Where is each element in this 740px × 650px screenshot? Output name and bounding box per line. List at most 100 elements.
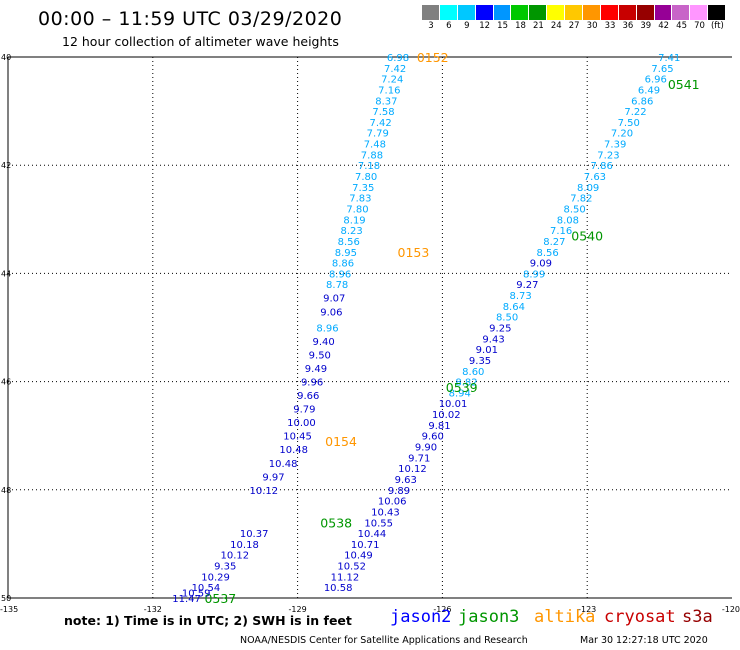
wave-height-value: 9.90 [415,443,437,454]
wave-height-value: 8.19 [343,215,365,226]
wave-height-value: 9.96 [301,378,323,389]
scale-swatch [600,5,619,20]
wave-height-value: 9.01 [476,345,498,356]
scale-swatch [636,5,655,20]
wave-height-value: 9.40 [313,337,335,348]
wave-height-value: 9.63 [395,475,417,486]
wave-height-value: 7.65 [651,64,673,75]
wave-height-value: 7.20 [611,129,633,140]
pass-time-label: 0538 [320,515,352,530]
wave-height-value: 6.86 [631,96,653,107]
scale-label: 36 [622,21,634,31]
legend-jason3: jason3 [458,607,520,627]
wave-height-value: 10.45 [283,432,312,443]
wave-height-value: 7.16 [550,226,572,237]
wave-height-value: 9.81 [428,421,450,432]
wave-height-value: 9.66 [297,391,319,402]
pass-time-label: 0154 [325,434,357,449]
scale-swatch [690,5,709,20]
pass-time-label: 0152 [417,50,449,65]
wave-height-value: 9.43 [482,334,504,345]
wave-height-value: 7.35 [352,183,374,194]
wave-height-value: 9.79 [293,405,315,416]
wave-height-value: 9.07 [323,294,345,305]
wave-height-value: 8.95 [335,248,357,259]
scale-label: 12 [479,21,491,31]
wave-height-value: 6.49 [638,85,660,96]
lat-label: 40 [1,53,11,62]
wave-height-value: 10.54 [192,583,221,594]
wave-height-value: 8.27 [543,237,565,248]
scale-label: 45 [676,21,688,31]
wave-height-value: 10.12 [398,464,427,475]
legend-jason2: jason2 [390,607,452,627]
wave-height-value: 10.44 [358,529,387,540]
scale-swatch [672,5,691,20]
lat-label: 46 [1,378,11,387]
wave-height-value: 8.99 [523,269,545,280]
scale-swatch [457,5,476,20]
wave-height-value: 7.50 [618,118,640,129]
scale-label: 24 [550,21,562,31]
wave-height-value: 7.48 [364,140,386,151]
pass-time-label: 0537 [204,591,236,606]
wave-height-value: 9.89 [388,486,410,497]
wave-height-value: 8.56 [536,248,558,259]
wave-height-value: 7.42 [384,64,406,75]
wave-height-value: 7.41 [658,53,680,64]
wave-height-value: 10.55 [364,518,393,529]
wave-height-value: 11.47 [172,594,201,605]
wave-height-value: 7.23 [597,150,619,161]
wave-height-value: 9.50 [309,351,331,362]
scale-swatch [475,5,494,20]
wave-height-value: 11.12 [331,572,360,583]
wave-height-value: 8.09 [577,183,599,194]
wave-height-value: 7.39 [604,140,626,151]
scale-swatch [583,5,601,20]
scale-swatch [422,5,440,20]
wave-height-value: 7.88 [361,150,383,161]
lon-label: -126 [433,605,451,614]
legend-s3a: s3a [682,607,713,627]
lat-label: 44 [1,269,11,278]
wave-height-value: 8.50 [496,313,518,324]
wave-height-value: 7.80 [346,204,368,215]
pass-time-label: 0540 [571,229,603,244]
wave-height-value: 9.35 [214,562,236,573]
scale-label: 3 [428,21,434,31]
wave-height-value: 7.63 [584,172,606,183]
wave-height-value: 8.37 [375,96,397,107]
wave-height-value: 10.00 [287,418,316,429]
wave-height-value: 8.56 [338,237,360,248]
wave-height-value: 10.37 [240,529,269,540]
scale-swatch [547,5,566,20]
scale-label: 27 [568,21,580,31]
wave-height-value: 7.18 [358,161,380,172]
scale-label: 6 [446,21,452,31]
wave-height-value: 7.82 [570,194,592,205]
scale-swatch [529,5,548,20]
wave-height-value: 9.60 [422,432,444,443]
wave-height-value: 10.48 [279,445,308,456]
legend-altika: altika [534,607,596,627]
scale-swatch [708,5,727,20]
scale-label: 15 [497,21,509,31]
wave-height-value: 6.96 [645,75,667,86]
scale-swatch [493,5,512,20]
wave-height-value: 10.49 [344,551,373,562]
wave-height-value: 8.86 [332,259,354,270]
wave-height-value: 10.58 [324,583,353,594]
wave-height-value: 7.42 [369,118,391,129]
wave-height-value: 9.25 [489,324,511,335]
wave-height-value: 10.01 [439,399,468,410]
scale-label: 18 [515,21,526,31]
wave-height-value: 10.12 [249,486,278,497]
scale-swatch [565,5,584,20]
wave-height-value: 8.78 [326,280,348,291]
lat-label: 50 [1,594,11,603]
wave-height-value: 8.96 [316,324,338,335]
wave-height-value: 10.59 [182,589,211,600]
color-scale-labels: 3 6 9 12 15 18 21 24 27 30 33 36 39 42 45 70 (ft) [422,21,732,33]
lon-label: -132 [144,605,162,614]
